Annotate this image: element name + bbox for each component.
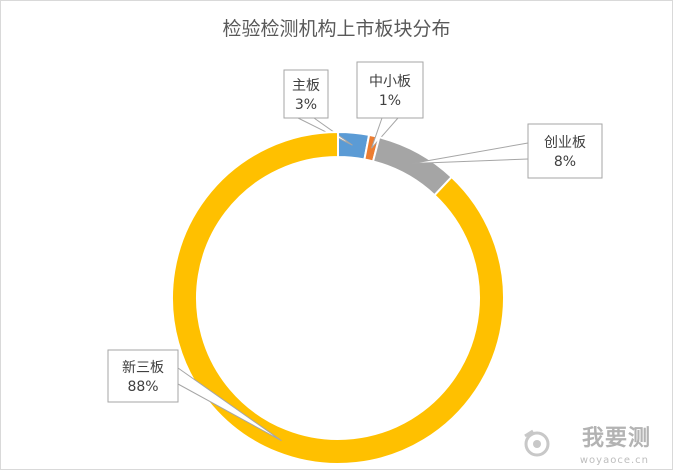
callout-box-1 — [356, 61, 424, 119]
callout-box-0 — [283, 69, 329, 119]
slice-value-label-1: 1% — [379, 93, 401, 109]
slice-name-label-0: 主板 — [292, 78, 320, 94]
donut-slice-3 — [171, 130, 505, 465]
slice-value-label-3: 88% — [127, 379, 158, 395]
callout-pointer-1 — [371, 117, 399, 149]
slice-value-label-2: 8% — [554, 154, 576, 170]
slice-name-label-3: 新三板 — [122, 360, 164, 376]
slice-name-label-2: 创业板 — [544, 135, 586, 151]
callout-pointer-3 — [177, 367, 282, 442]
watermark-url: woyaoce.cn — [579, 455, 649, 466]
slice-name-label-1: 中小板 — [369, 74, 411, 90]
slice-value-label-0: 3% — [295, 97, 317, 113]
donut-slice-2 — [371, 135, 454, 197]
callout-box-2 — [527, 123, 603, 179]
watermark-text: 我要测 — [581, 426, 651, 451]
camera-icon — [524, 429, 550, 457]
chart-title: 检验检测机构上市板块分布 — [222, 18, 451, 40]
callout-pointer-2 — [411, 142, 529, 164]
callout-box-3 — [107, 349, 179, 403]
